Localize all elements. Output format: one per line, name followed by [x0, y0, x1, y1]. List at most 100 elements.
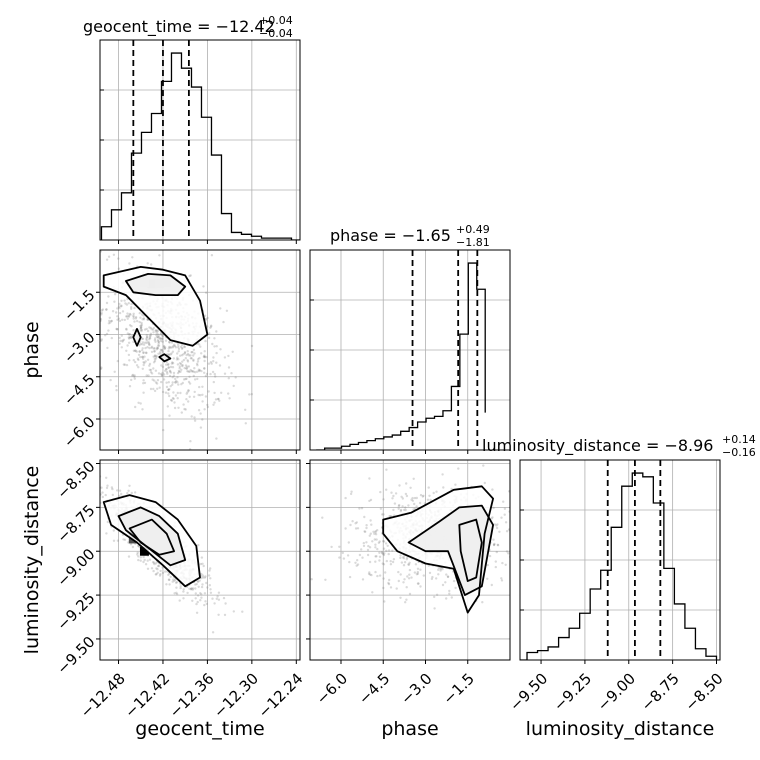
cloud-point	[368, 534, 371, 537]
cloud-point	[194, 587, 197, 590]
cloud-point	[374, 546, 377, 549]
ytick-label-luminosity-distance-2: −9.00	[53, 545, 98, 590]
cloud-point	[165, 363, 168, 366]
cloud-point	[349, 523, 352, 527]
cloud-point	[132, 349, 136, 352]
cloud-point	[190, 357, 193, 360]
cloud-point	[150, 346, 153, 349]
cloud-point	[324, 578, 327, 581]
cloud-point	[165, 583, 168, 586]
cloud-point	[156, 571, 159, 574]
pair-contours-2	[382, 485, 495, 614]
cloud-point	[401, 505, 404, 508]
cloud-point	[95, 315, 97, 317]
cloud-point	[145, 339, 148, 342]
cloud-point	[169, 575, 172, 578]
cloud-point	[133, 377, 136, 380]
cloud-point	[153, 562, 156, 566]
cloud-point	[364, 530, 367, 533]
cloud-point	[205, 291, 208, 294]
cloud-point	[409, 486, 412, 489]
cloud-point	[185, 367, 189, 370]
cloud-point	[200, 572, 203, 576]
cloud-point	[179, 391, 182, 395]
cloud-point	[203, 355, 206, 358]
cloud-point	[167, 366, 170, 369]
cloud-point	[192, 348, 196, 351]
cloud-point	[138, 320, 141, 324]
cloud-point	[193, 419, 197, 422]
cloud-point	[169, 371, 173, 374]
cloud-point	[399, 508, 403, 512]
cloud-point	[368, 499, 371, 503]
cloud-point	[421, 495, 424, 498]
xtick-label-geocent-time-3: −12.30	[210, 670, 262, 722]
cloud-point	[167, 353, 170, 357]
cloud-point	[195, 362, 199, 365]
cloud-point	[171, 366, 175, 369]
cloud-point	[382, 547, 386, 550]
cloud-point	[491, 516, 494, 519]
cloud-point	[140, 337, 144, 340]
cloud-point	[190, 587, 193, 591]
cloud-point	[403, 561, 407, 564]
cloud-point	[118, 306, 121, 310]
cloud-point	[105, 486, 109, 490]
cloud-point	[203, 354, 206, 357]
cloud-point	[137, 555, 140, 558]
cloud-point	[107, 329, 110, 332]
cloud-point	[192, 370, 195, 373]
cloud-point	[214, 398, 218, 401]
cloud-point	[488, 554, 492, 558]
diagonal-luminosity-distance	[520, 460, 720, 660]
contour-line-0-3	[158, 353, 172, 363]
cloud-point	[215, 437, 218, 440]
cloud-point	[491, 488, 494, 491]
cloud-point	[116, 328, 119, 331]
cloud-point	[137, 366, 140, 369]
cloud-point	[415, 496, 418, 500]
cloud-point	[144, 341, 147, 344]
cloud-point	[523, 544, 525, 546]
cloud-point	[197, 409, 201, 412]
cloud-point	[195, 602, 198, 606]
cloud-point	[401, 556, 405, 559]
cloud-point	[153, 347, 156, 350]
cloud-point	[117, 305, 121, 308]
title-geocent-time-main: geocent_time = −12.42	[83, 17, 275, 37]
cloud-point	[190, 587, 193, 590]
cloud-point	[403, 508, 406, 512]
cloud-point	[405, 598, 408, 601]
cloud-point	[130, 336, 133, 340]
cloud-point	[152, 561, 156, 564]
cloud-point	[503, 513, 506, 516]
cloud-point	[133, 306, 136, 310]
cloud-point	[392, 558, 396, 561]
cloud-point	[204, 374, 208, 378]
cloud-point	[211, 370, 215, 374]
cloud-point	[127, 336, 130, 339]
cloud-point	[389, 560, 392, 563]
cloud-point	[150, 328, 153, 331]
cloud-point	[136, 553, 139, 556]
cloud-point	[186, 359, 189, 362]
cloud-point	[209, 577, 212, 580]
cloud-point	[244, 408, 247, 411]
cloud-point	[398, 503, 401, 507]
cloud-point	[378, 551, 381, 554]
cloud-point	[150, 263, 153, 266]
cloud-point	[167, 366, 170, 369]
cloud-point	[500, 579, 504, 582]
cloud-point	[178, 599, 181, 602]
cloud-point	[100, 486, 103, 489]
cloud-point	[171, 376, 174, 379]
cloud-point	[159, 333, 162, 336]
cloud-point	[382, 586, 385, 590]
cloud-point	[207, 390, 210, 393]
pair-border-2	[309, 459, 511, 661]
cloud-point	[441, 473, 444, 476]
cloud-point	[203, 359, 206, 363]
cloud-point	[201, 576, 205, 579]
cloud-point	[155, 348, 158, 351]
